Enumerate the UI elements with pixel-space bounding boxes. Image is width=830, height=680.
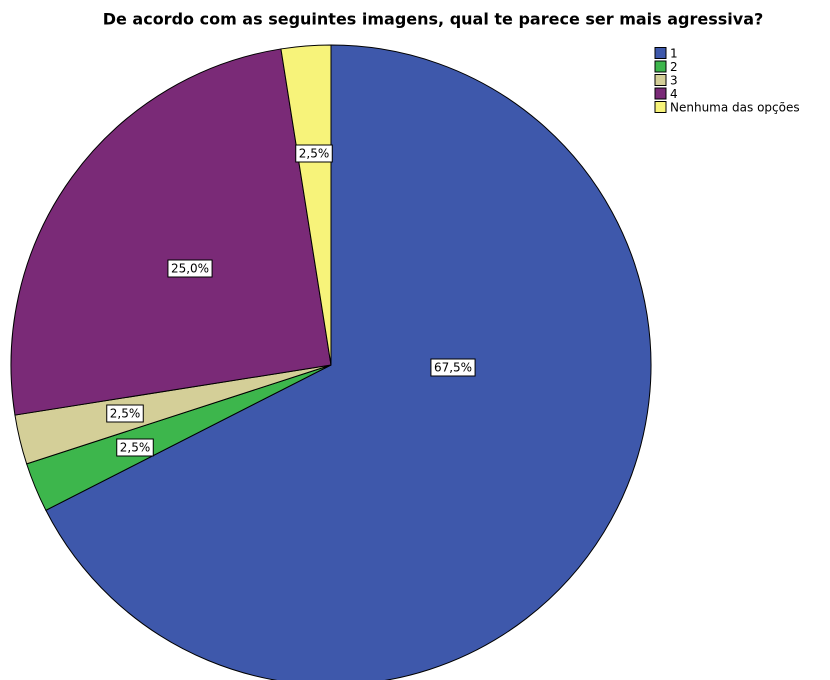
data-label-box: [295, 144, 333, 163]
legend-label: Nenhuma das opções: [670, 101, 800, 115]
legend-swatch: [654, 60, 667, 73]
data-label: 25,0%: [167, 259, 213, 278]
data-label-box: [430, 358, 476, 377]
data-label-box: [106, 404, 144, 423]
legend-label: 1: [670, 47, 678, 61]
data-label-box: [116, 438, 154, 457]
legend-swatch: [654, 47, 667, 59]
legend-label: 2: [670, 60, 678, 74]
pie: [10, 44, 652, 680]
data-label-text: 2,5%: [110, 407, 141, 421]
data-label-text: 2,5%: [120, 441, 151, 455]
data-label-text: 25,0%: [171, 262, 209, 276]
data-label: 2,5%: [116, 438, 154, 457]
pie-slice: [10, 48, 332, 416]
data-label-text: 67,5%: [434, 361, 472, 375]
data-labels: 67,5% 2,5% 2,5% 25,0% 2,5%: [106, 144, 476, 457]
legend-label: 4: [670, 87, 678, 101]
data-label: 2,5%: [106, 404, 144, 423]
pie-slice: [45, 44, 652, 680]
data-label: 2,5%: [295, 144, 333, 163]
chart-title: De acordo com as seguintes imagens, qual…: [103, 10, 764, 29]
data-label-box: [167, 259, 213, 278]
legend-swatch: [654, 87, 667, 100]
data-label-text: 2,5%: [299, 147, 330, 161]
pie-slice: [280, 44, 332, 366]
data-label: 67,5%: [430, 358, 476, 377]
legend-swatch: [654, 101, 667, 113]
legend-label: 3: [670, 74, 678, 88]
legend-swatch: [654, 74, 667, 86]
